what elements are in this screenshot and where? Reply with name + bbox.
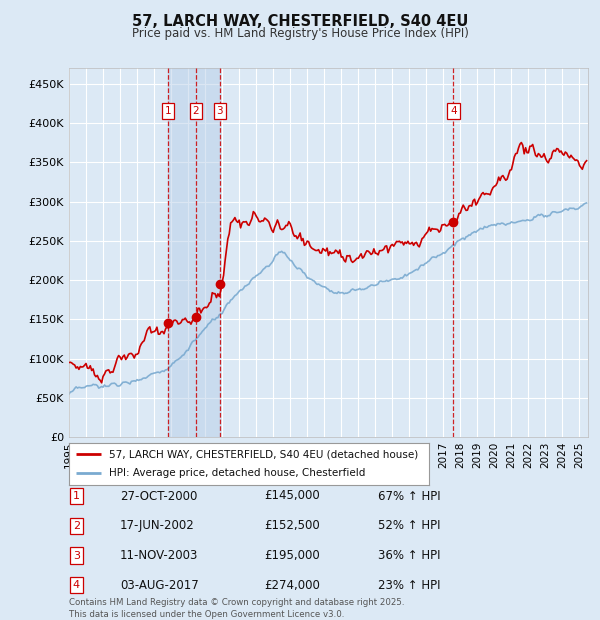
Text: 17-JUN-2002: 17-JUN-2002 [120, 520, 195, 532]
Text: 57, LARCH WAY, CHESTERFIELD, S40 4EU (detached house): 57, LARCH WAY, CHESTERFIELD, S40 4EU (de… [109, 450, 418, 459]
Text: 2: 2 [73, 521, 80, 531]
Text: £152,500: £152,500 [264, 520, 320, 532]
Text: HPI: Average price, detached house, Chesterfield: HPI: Average price, detached house, Ches… [109, 468, 365, 478]
Text: 36% ↑ HPI: 36% ↑ HPI [378, 549, 440, 562]
Text: 67% ↑ HPI: 67% ↑ HPI [378, 490, 440, 502]
Text: 1: 1 [73, 491, 80, 501]
Text: 3: 3 [73, 551, 80, 560]
Text: 2: 2 [193, 107, 199, 117]
Text: 23% ↑ HPI: 23% ↑ HPI [378, 579, 440, 591]
Text: 3: 3 [217, 107, 223, 117]
Text: 57, LARCH WAY, CHESTERFIELD, S40 4EU: 57, LARCH WAY, CHESTERFIELD, S40 4EU [132, 14, 468, 29]
Text: £195,000: £195,000 [264, 549, 320, 562]
Text: 4: 4 [450, 107, 457, 117]
Text: £145,000: £145,000 [264, 490, 320, 502]
Text: £274,000: £274,000 [264, 579, 320, 591]
Text: 11-NOV-2003: 11-NOV-2003 [120, 549, 199, 562]
Text: 52% ↑ HPI: 52% ↑ HPI [378, 520, 440, 532]
Text: Contains HM Land Registry data © Crown copyright and database right 2025.
This d: Contains HM Land Registry data © Crown c… [69, 598, 404, 619]
Text: Price paid vs. HM Land Registry's House Price Index (HPI): Price paid vs. HM Land Registry's House … [131, 27, 469, 40]
Text: 4: 4 [73, 580, 80, 590]
Text: 27-OCT-2000: 27-OCT-2000 [120, 490, 197, 502]
Text: 1: 1 [165, 107, 172, 117]
Text: 03-AUG-2017: 03-AUG-2017 [120, 579, 199, 591]
Bar [168, 68, 220, 437]
